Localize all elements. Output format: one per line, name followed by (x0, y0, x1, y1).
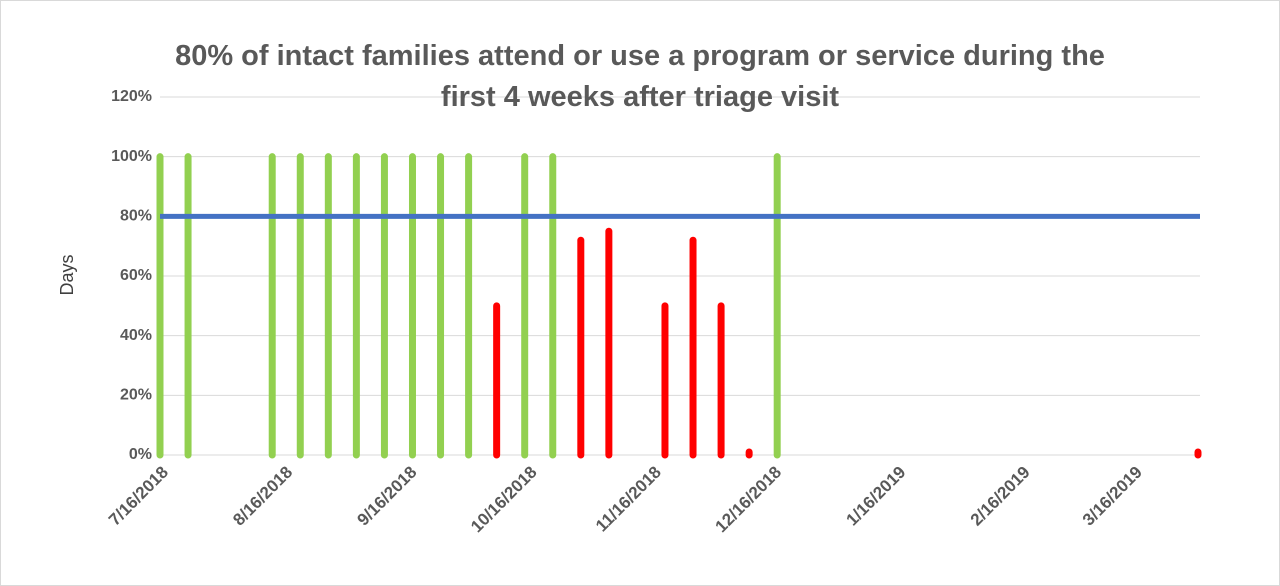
chart-title: 80% of intact families attend or use a p… (175, 40, 1105, 113)
y-tick-label: 0% (129, 446, 152, 463)
y-tick-label: 40% (120, 327, 152, 344)
y-tick-label: 80% (120, 208, 152, 225)
y-axis-label: Days (57, 254, 77, 295)
y-tick-label: 100% (111, 148, 152, 165)
y-tick-label: 60% (120, 267, 152, 284)
y-tick-label: 20% (120, 387, 152, 404)
y-tick-label: 120% (111, 88, 152, 105)
